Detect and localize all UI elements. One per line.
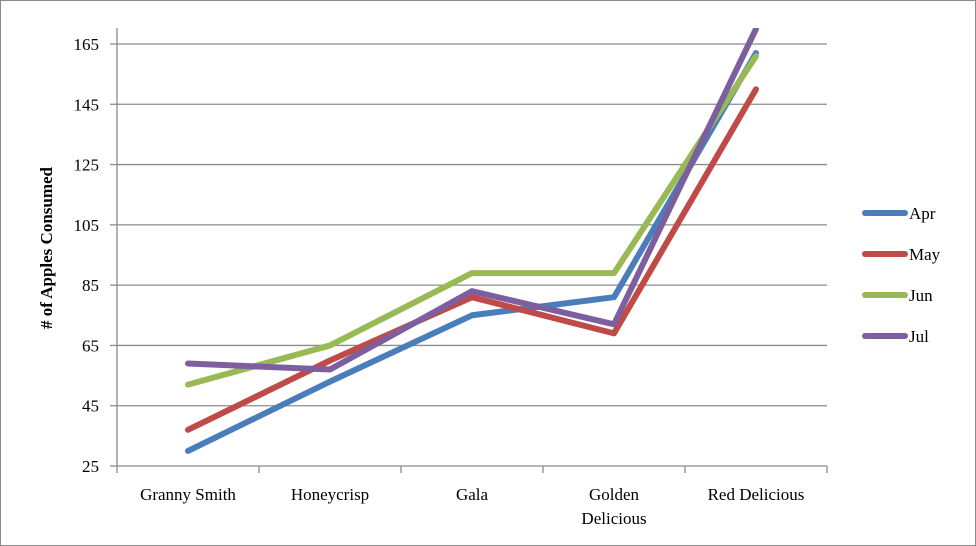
y-tick-label: 85 — [82, 276, 99, 295]
legend-label: Apr — [909, 204, 936, 223]
legend-label: Jun — [909, 286, 933, 305]
x-tick-label: Golden Delicious — [581, 485, 646, 528]
y-tick-label: 45 — [82, 397, 99, 416]
x-tick-label: Red Delicious — [708, 485, 805, 504]
x-tick-label: Gala — [456, 485, 489, 504]
legend-label: May — [909, 245, 941, 264]
series-line-jun — [185, 53, 759, 388]
y-tick-label: 125 — [74, 156, 100, 175]
y-tick-label: 25 — [82, 457, 99, 476]
legend: Apr May Jun Jul — [862, 204, 941, 346]
series-line-apr — [185, 50, 759, 454]
x-tick-labels: Granny Smith Honeycrisp Gala Golden Deliciou… — [140, 485, 804, 528]
y-tick-label: 165 — [74, 35, 100, 54]
y-axis-label: # of Apples Consumed — [37, 166, 56, 329]
x-tick-label: Granny Smith — [140, 485, 236, 504]
series-line-jul — [185, 28, 759, 373]
y-tick-label: 145 — [74, 95, 100, 114]
series-line-may — [185, 86, 759, 433]
y-tick-label: 65 — [82, 336, 99, 355]
series-lines — [185, 28, 759, 454]
x-tick-label: Honeycrisp — [291, 485, 369, 504]
y-tick-labels: 25 45 65 85 105 125 145 165 — [74, 35, 100, 476]
y-tick-label: 105 — [74, 216, 100, 235]
axes — [110, 28, 828, 473]
legend-label: Jul — [909, 327, 929, 346]
